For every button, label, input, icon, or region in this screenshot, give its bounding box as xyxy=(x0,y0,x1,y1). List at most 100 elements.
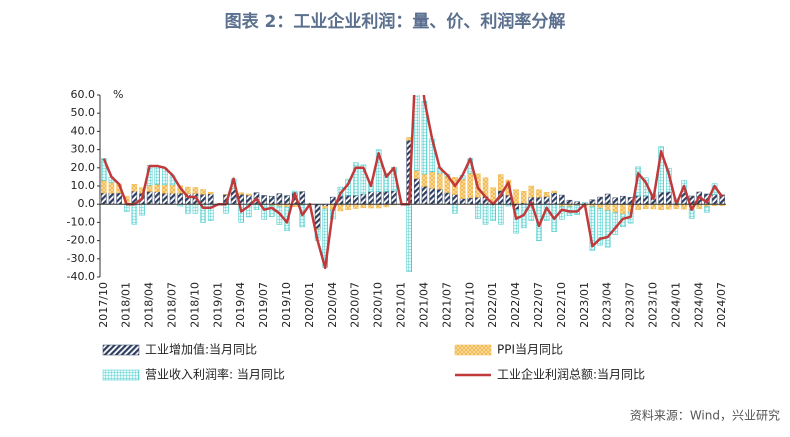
bar xyxy=(360,203,367,209)
bar xyxy=(322,205,328,210)
bar xyxy=(261,204,267,220)
x-tick-label: 2021/01 xyxy=(395,282,408,328)
bar xyxy=(536,189,542,198)
x-tick-label: 2018/04 xyxy=(143,282,156,328)
bar xyxy=(169,184,176,194)
bar xyxy=(436,188,443,205)
bar xyxy=(658,191,664,205)
y-tick-label: 60.0 xyxy=(71,88,96,101)
bar xyxy=(459,198,466,205)
y-tick-label: 40.0 xyxy=(71,124,96,137)
bar xyxy=(643,203,649,209)
bar xyxy=(169,193,176,205)
bar xyxy=(146,191,153,205)
bar xyxy=(368,203,374,209)
bar xyxy=(421,186,428,205)
bar xyxy=(429,187,435,205)
bar xyxy=(154,191,161,205)
bar xyxy=(467,173,474,199)
x-tick-label: 2017/10 xyxy=(97,282,110,328)
x-tick-label: 2019/07 xyxy=(257,282,270,328)
bar xyxy=(192,203,199,214)
bar xyxy=(360,164,367,195)
bar xyxy=(475,197,481,205)
x-tick-label: 2021/04 xyxy=(417,282,430,328)
x-tick-label: 2022/01 xyxy=(486,282,499,328)
bar xyxy=(207,193,214,205)
y-axis-unit: % xyxy=(113,88,123,101)
x-tick-label: 2019/04 xyxy=(234,282,247,328)
bar xyxy=(352,162,359,196)
bar xyxy=(650,203,657,210)
x-tick-label: 2024/07 xyxy=(715,282,728,328)
source: 资料来源：Wind，兴业研究 xyxy=(630,408,780,423)
bar xyxy=(635,195,641,205)
y-tick-label: 50.0 xyxy=(71,106,96,119)
bar xyxy=(238,192,245,195)
bar xyxy=(604,210,611,248)
bar xyxy=(131,203,138,225)
y-tick-label: -40.0 xyxy=(67,270,95,283)
bar xyxy=(154,165,161,185)
bar xyxy=(101,158,107,181)
bar xyxy=(475,203,481,220)
legend-swatch xyxy=(454,344,492,356)
bar xyxy=(513,189,519,205)
bar xyxy=(566,199,573,205)
bar xyxy=(436,172,443,190)
chart-title: 图表 2：工业企业利润：量、价、利润率分解 xyxy=(225,11,566,32)
bar xyxy=(498,174,504,191)
bar xyxy=(536,197,542,205)
bar xyxy=(139,203,145,216)
legend-swatch xyxy=(102,369,140,381)
bar xyxy=(268,195,275,205)
x-tick-label: 2021/07 xyxy=(440,282,453,328)
bar xyxy=(200,189,206,195)
bar xyxy=(352,195,359,205)
bar xyxy=(444,192,451,205)
bar xyxy=(681,203,687,210)
bar xyxy=(375,203,382,209)
x-tick-label: 2018/07 xyxy=(166,282,179,328)
x-tick-label: 2019/01 xyxy=(211,282,224,328)
legend-swatch xyxy=(102,344,140,356)
bar xyxy=(559,194,565,205)
bar xyxy=(665,203,672,210)
bar xyxy=(185,203,191,214)
bar xyxy=(704,206,710,213)
y-tick-label: -20.0 xyxy=(67,234,95,247)
bar xyxy=(635,203,641,210)
line xyxy=(102,95,724,270)
bar xyxy=(253,203,260,210)
bar xyxy=(597,208,603,246)
x-tick-label: 2023/07 xyxy=(624,282,637,328)
bar xyxy=(162,184,168,194)
bar xyxy=(375,191,382,205)
bar xyxy=(200,194,206,205)
bar xyxy=(414,178,420,205)
bar xyxy=(665,191,672,205)
bar xyxy=(246,193,252,196)
x-tick-label: 2020/10 xyxy=(372,282,385,328)
bar xyxy=(360,193,367,205)
bar xyxy=(429,171,435,189)
bar xyxy=(101,180,107,194)
bar xyxy=(604,203,611,212)
x-tick-label: 2022/07 xyxy=(532,282,545,328)
bar xyxy=(299,191,306,205)
bar xyxy=(604,193,611,205)
bar xyxy=(421,173,428,187)
bar xyxy=(284,195,290,205)
bar xyxy=(146,185,153,192)
plot-area xyxy=(101,95,725,272)
bar xyxy=(368,191,374,205)
bar xyxy=(177,192,183,205)
legend-label: PPI当月同比 xyxy=(497,343,563,357)
bar xyxy=(597,203,603,209)
x-tick-label: 2024/01 xyxy=(669,282,682,328)
bar xyxy=(185,186,191,194)
bar xyxy=(276,193,283,205)
bar xyxy=(498,203,504,225)
bar xyxy=(345,195,351,205)
